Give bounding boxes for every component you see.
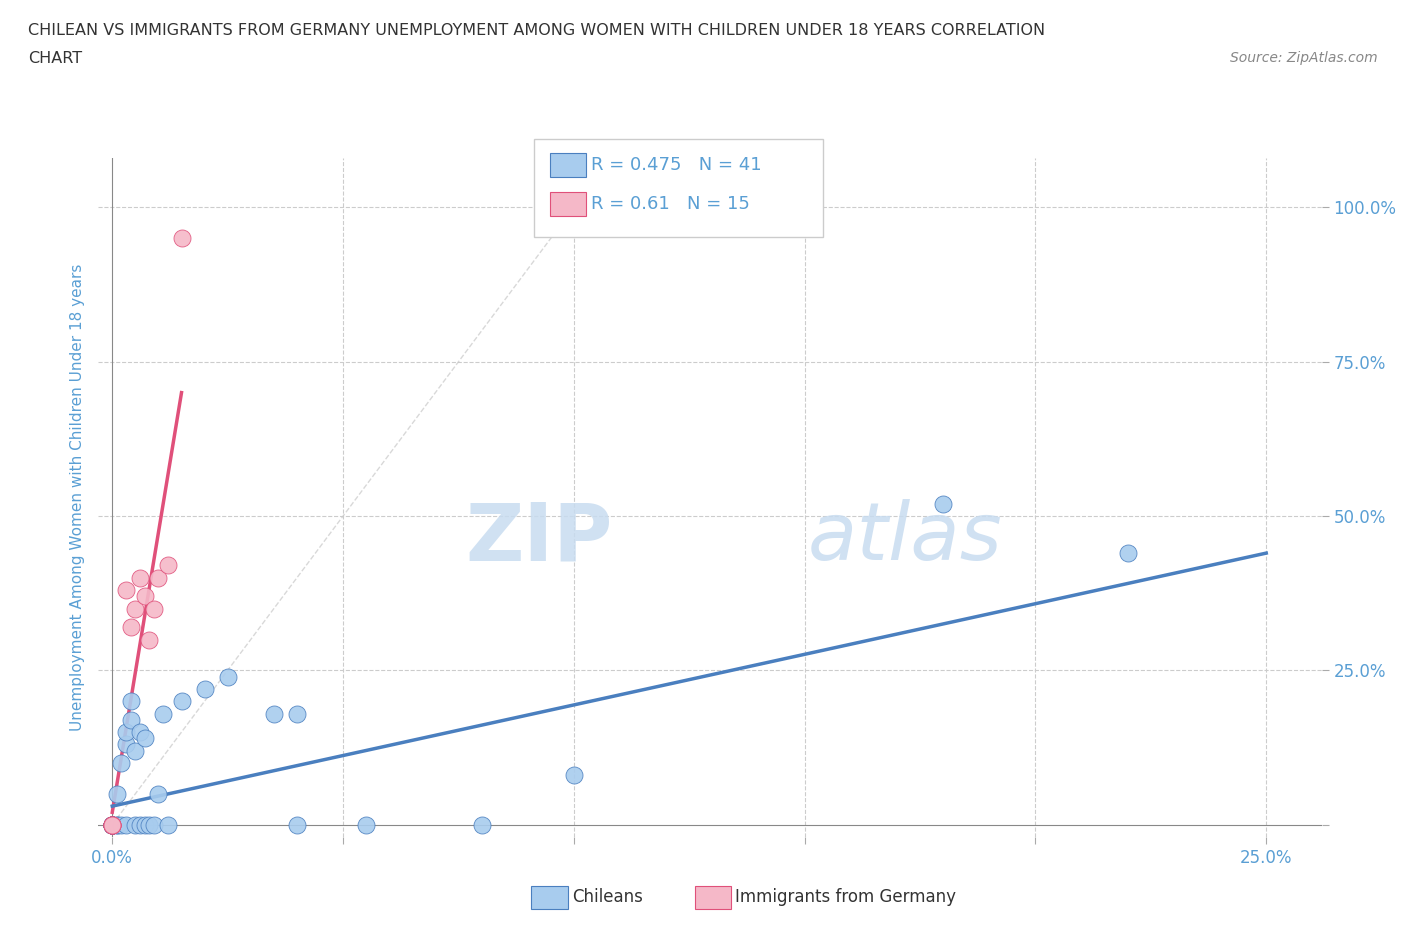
Point [263, 706, 285, 721]
Point [138, 817, 160, 832]
Text: R = 0.475   N = 41: R = 0.475 N = 41 [591, 155, 761, 174]
Point [101, 817, 124, 832]
Point [562, 768, 585, 783]
Point [101, 817, 124, 832]
Point [134, 817, 156, 832]
Point [120, 694, 142, 709]
Text: R = 0.61   N = 15: R = 0.61 N = 15 [591, 194, 749, 213]
Point [101, 817, 124, 832]
Point [101, 817, 124, 832]
Point [101, 817, 124, 832]
Point [101, 817, 124, 832]
Point [285, 817, 308, 832]
Point [101, 817, 124, 832]
Point [1116, 546, 1139, 561]
Text: Source: ZipAtlas.com: Source: ZipAtlas.com [1230, 51, 1378, 65]
Point [285, 706, 308, 721]
Point [134, 731, 156, 746]
Point [120, 712, 142, 727]
Point [124, 743, 146, 758]
Point [101, 817, 124, 832]
Point [170, 694, 193, 709]
Point [115, 737, 138, 751]
Text: Immigrants from Germany: Immigrants from Germany [735, 888, 956, 907]
Point [124, 601, 146, 616]
Text: atlas: atlas [808, 499, 1002, 578]
Point [105, 787, 128, 802]
Point [134, 589, 156, 604]
Point [129, 570, 152, 585]
Point [217, 669, 239, 684]
Point [115, 817, 138, 832]
Point [101, 817, 124, 832]
Point [105, 817, 128, 832]
Text: Chileans: Chileans [572, 888, 643, 907]
Point [138, 632, 160, 647]
Point [194, 682, 217, 697]
Point [148, 570, 170, 585]
Point [142, 601, 165, 616]
Point [170, 231, 193, 246]
Point [115, 583, 138, 598]
Point [354, 817, 377, 832]
Point [156, 817, 179, 832]
Point [101, 817, 124, 832]
Y-axis label: Unemployment Among Women with Children Under 18 years: Unemployment Among Women with Children U… [69, 264, 84, 731]
Point [120, 619, 142, 634]
Point [105, 817, 128, 832]
Point [470, 817, 492, 832]
Point [124, 817, 146, 832]
Point [129, 817, 152, 832]
Point [110, 817, 132, 832]
Point [101, 817, 124, 832]
Text: ZIP: ZIP [465, 499, 612, 578]
Point [152, 706, 174, 721]
Point [932, 497, 955, 512]
Point [101, 817, 124, 832]
Point [115, 724, 138, 739]
Point [101, 817, 124, 832]
Point [148, 787, 170, 802]
Point [110, 755, 132, 770]
Point [129, 724, 152, 739]
Text: CHART: CHART [28, 51, 82, 66]
Point [101, 817, 124, 832]
Point [142, 817, 165, 832]
Text: CHILEAN VS IMMIGRANTS FROM GERMANY UNEMPLOYMENT AMONG WOMEN WITH CHILDREN UNDER : CHILEAN VS IMMIGRANTS FROM GERMANY UNEMP… [28, 23, 1045, 38]
Point [156, 558, 179, 573]
